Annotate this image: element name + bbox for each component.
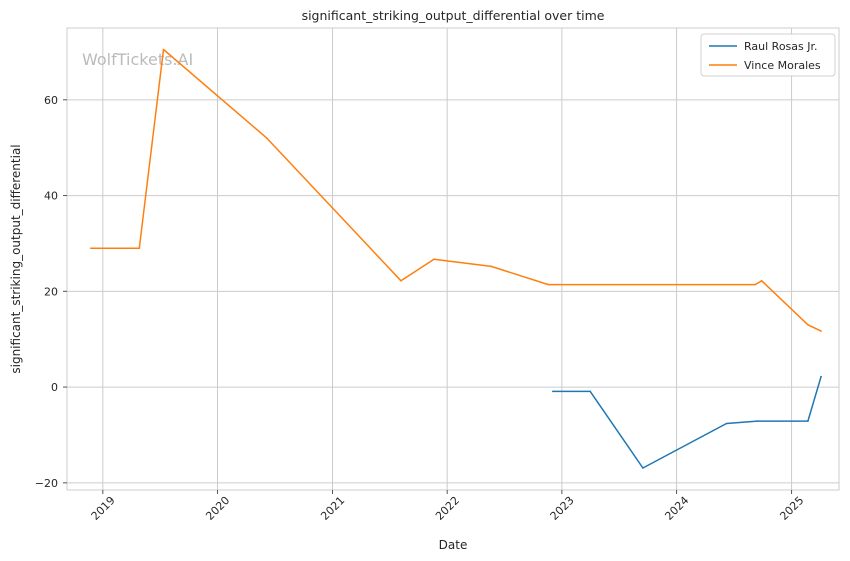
series-layer (90, 48, 822, 469)
data-point-vince-morales (90, 247, 92, 249)
data-point-raul-rosas-jr (725, 422, 728, 425)
data-point-raul-rosas-jr (589, 390, 591, 393)
y-axis-label: significant_striking_output_differential (9, 144, 23, 373)
data-point-vince-morales (807, 324, 809, 326)
data-point-vince-morales (162, 48, 165, 51)
data-point-vince-morales (138, 247, 141, 249)
data-point-raul-rosas-jr (552, 390, 554, 393)
x-axis-label: Date (439, 538, 468, 552)
data-point-vince-morales (266, 137, 268, 139)
legend-label-raul-rosas-jr: Raul Rosas Jr. (744, 40, 818, 53)
chart-title: significant_striking_output_differential… (302, 8, 605, 23)
data-point-raul-rosas-jr (807, 420, 809, 422)
grid-lines (67, 28, 839, 490)
data-point-vince-morales (547, 283, 550, 286)
data-point-raul-rosas-jr (820, 375, 822, 378)
data-point-vince-morales (490, 265, 493, 268)
y-tick-label: −20 (35, 477, 58, 490)
y-tick-label: 40 (44, 190, 58, 203)
y-axis: −20 0 20 40 60 (35, 94, 67, 490)
y-tick-label: 60 (44, 94, 58, 107)
series-line-vince-morales (90, 48, 822, 332)
data-point-raul-rosas-jr (642, 467, 644, 469)
data-point-vince-morales (760, 280, 763, 282)
data-point-vince-morales (400, 280, 402, 282)
data-point-vince-morales (820, 330, 822, 332)
y-tick-label: 20 (44, 285, 58, 298)
data-point-vince-morales (754, 283, 756, 286)
data-point-vince-morales (433, 258, 435, 261)
watermark: WolfTickets.AI (82, 50, 193, 69)
y-tick-label: 0 (51, 381, 58, 394)
data-point-raul-rosas-jr (756, 420, 759, 422)
plot-area (66, 27, 840, 491)
legend-label-vince-morales: Vince Morales (744, 59, 821, 72)
legend: Raul Rosas Jr. Vince Morales (700, 33, 836, 77)
